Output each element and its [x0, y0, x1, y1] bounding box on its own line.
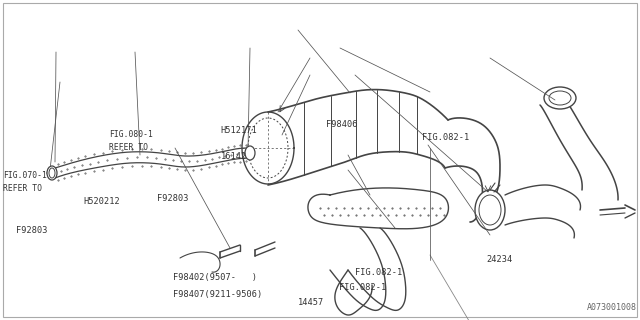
Ellipse shape	[49, 168, 55, 178]
Text: FIG.070-1: FIG.070-1	[3, 171, 47, 180]
Text: FIG.082-1: FIG.082-1	[422, 133, 470, 142]
Text: F92803: F92803	[157, 194, 188, 203]
Text: REFER TO: REFER TO	[109, 143, 148, 152]
Text: F98407(9211-9506): F98407(9211-9506)	[173, 290, 262, 299]
Ellipse shape	[549, 91, 571, 105]
Text: H512171: H512171	[221, 126, 257, 135]
Text: 16142: 16142	[221, 152, 247, 161]
Text: A073001008: A073001008	[587, 303, 637, 312]
Text: REFER TO: REFER TO	[3, 184, 42, 193]
Text: H520212: H520212	[83, 197, 120, 206]
Text: 14457: 14457	[298, 298, 324, 307]
Text: 24234: 24234	[486, 255, 513, 264]
Ellipse shape	[47, 166, 57, 180]
Ellipse shape	[479, 195, 501, 225]
Ellipse shape	[544, 87, 576, 109]
Text: F98406: F98406	[326, 120, 358, 129]
Ellipse shape	[475, 190, 505, 230]
Ellipse shape	[245, 146, 255, 160]
Text: F98402(9507-   ): F98402(9507- )	[173, 273, 257, 282]
Text: F92803: F92803	[16, 226, 47, 235]
Text: FIG.080-1: FIG.080-1	[109, 130, 153, 139]
Text: FIG.082-1: FIG.082-1	[339, 284, 387, 292]
Text: FIG.082-1: FIG.082-1	[355, 268, 403, 277]
